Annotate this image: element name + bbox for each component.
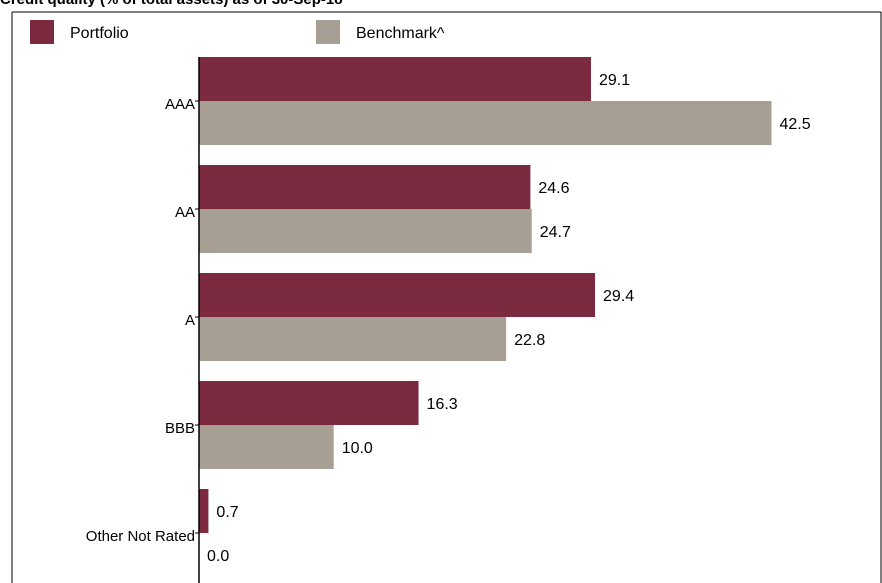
bar-0-2 xyxy=(199,273,596,317)
legend-swatch-0 xyxy=(30,20,54,44)
data-label-0-4: 0.7 xyxy=(216,504,238,521)
data-label-0-1: 24.6 xyxy=(538,180,569,197)
legend-swatch-1 xyxy=(316,20,340,44)
bar-0-0 xyxy=(199,57,591,101)
data-label-1-2: 22.8 xyxy=(514,332,545,349)
category-label-2: A xyxy=(185,312,195,329)
bar-0-1 xyxy=(199,165,531,209)
category-label-4: Other Not Rated xyxy=(86,528,195,545)
category-label-0: AAA xyxy=(165,96,195,113)
bar-0-4 xyxy=(199,489,209,533)
data-label-1-3: 10.0 xyxy=(342,440,373,457)
category-label-3: BBB xyxy=(165,420,195,437)
bar-1-3 xyxy=(199,425,334,469)
data-label-1-4: 0.0 xyxy=(207,548,229,565)
bar-1-2 xyxy=(199,317,507,361)
category-label-1: AA xyxy=(175,204,195,221)
bar-1-0 xyxy=(199,101,772,145)
data-label-1-1: 24.7 xyxy=(540,224,571,241)
data-label-0-3: 16.3 xyxy=(427,396,458,413)
bar-0-3 xyxy=(199,381,419,425)
data-label-0-2: 29.4 xyxy=(603,288,634,305)
data-label-0-0: 29.1 xyxy=(599,72,630,89)
legend-label-1: Benchmark^ xyxy=(356,25,445,42)
bar-1-1 xyxy=(199,209,532,253)
legend-label-0: Portfolio xyxy=(70,25,129,42)
data-label-1-0: 42.5 xyxy=(779,116,810,133)
chart-title: Credit quality (% of total assets) as of… xyxy=(0,0,343,8)
